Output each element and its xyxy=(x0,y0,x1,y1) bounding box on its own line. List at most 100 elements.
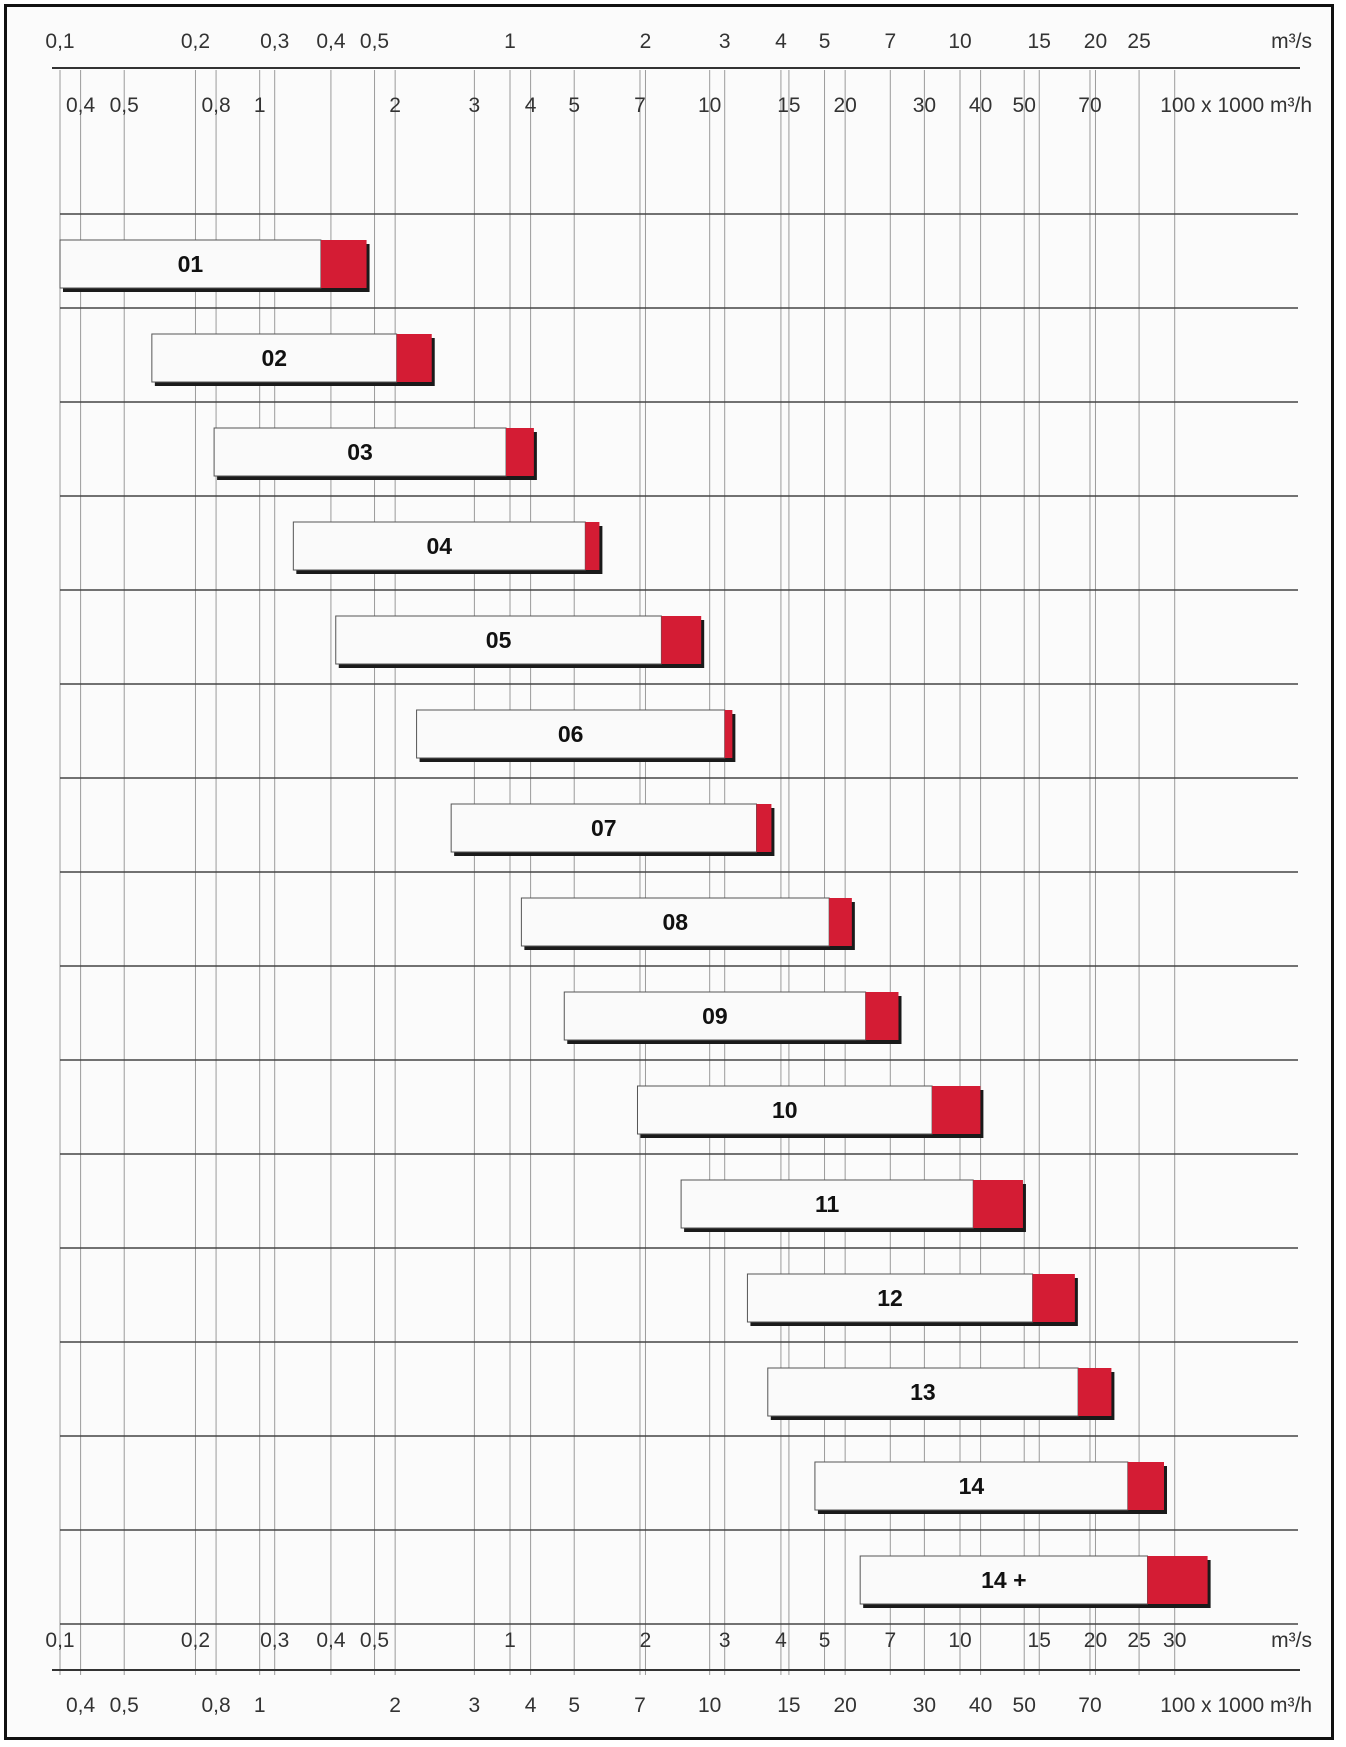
m3h-bottom-tick-label: 0,4 xyxy=(66,1694,96,1717)
bar-max-segment xyxy=(320,240,367,288)
m3s-bottom-tick-label: 5 xyxy=(819,1629,831,1652)
bar-label: 05 xyxy=(486,627,512,653)
grid-layer xyxy=(59,70,1298,1675)
bar-label: 10 xyxy=(772,1097,798,1123)
m3s-bottom-tick-label: 4 xyxy=(775,1629,787,1652)
m3h-top-tick-label: 0,8 xyxy=(201,94,230,117)
bar-white-segment xyxy=(520,897,830,947)
m3h-top-tick-label: 2 xyxy=(389,94,401,117)
range-bar: 14 xyxy=(814,1461,1167,1514)
m3s-bottom-tick-label: 30 xyxy=(1163,1629,1186,1652)
m3h-top-tick-label: 15 xyxy=(777,94,800,117)
m3h-bottom-tick-label: 7 xyxy=(634,1694,646,1717)
m3s-top-tick-label: 20 xyxy=(1084,30,1107,53)
bar-max-segment xyxy=(1078,1368,1112,1416)
range-bar: 11 xyxy=(680,1179,1026,1232)
m3h-top-tick-label: 0,4 xyxy=(66,94,96,117)
bar-white-segment xyxy=(767,1367,1079,1417)
bar-white-segment xyxy=(292,521,586,571)
m3s-bottom-tick-label: 0,1 xyxy=(45,1629,74,1652)
range-bar: 02 xyxy=(151,333,435,386)
range-bar: 09 xyxy=(563,991,902,1044)
bar-max-segment xyxy=(724,710,733,758)
m3s-bottom-tick-label: 10 xyxy=(948,1629,971,1652)
m3s-top-tick-label: 4 xyxy=(775,30,787,53)
m3s-top-tick-label: 0,4 xyxy=(316,30,346,53)
bar-max-segment xyxy=(865,992,899,1040)
unit-m3h-bottom: 100 x 1000 m³/h xyxy=(1160,1694,1312,1717)
bar-white-segment xyxy=(59,239,322,289)
m3s-top-tick-label: 7 xyxy=(884,30,896,53)
m3h-top-tick-label: 70 xyxy=(1078,94,1101,117)
m3s-bottom-tick-label: 20 xyxy=(1084,1629,1107,1652)
m3s-top-tick-label: 0,5 xyxy=(360,30,389,53)
bar-label: 14 + xyxy=(981,1567,1026,1593)
m3h-bottom-tick-label: 4 xyxy=(525,1694,537,1717)
m3h-bottom-tick-label: 10 xyxy=(698,1694,721,1717)
bar-white-segment xyxy=(335,615,662,665)
m3s-top-tick-label: 0,3 xyxy=(260,30,289,53)
bar-white-segment xyxy=(151,333,398,383)
m3s-bottom-tick-label: 3 xyxy=(719,1629,731,1652)
m3s-top-tick-label: 2 xyxy=(640,30,652,53)
range-bar: 10 xyxy=(636,1085,984,1138)
m3h-top-tick-label: 40 xyxy=(969,94,992,117)
bar-white-segment xyxy=(859,1555,1148,1605)
m3s-bottom-tick-label: 1 xyxy=(504,1629,516,1652)
bar-label: 08 xyxy=(662,909,688,935)
m3s-bottom-tick-label: 15 xyxy=(1028,1629,1051,1652)
m3s-top-tick-label: 15 xyxy=(1028,30,1051,53)
bar-white-segment xyxy=(213,427,507,477)
m3h-bottom-tick-label: 0,5 xyxy=(110,1694,139,1717)
bar-label: 03 xyxy=(347,439,373,465)
bar-label: 11 xyxy=(815,1191,840,1217)
range-bar: 08 xyxy=(520,897,855,950)
m3s-bottom-tick-label: 2 xyxy=(640,1629,652,1652)
bar-label: 13 xyxy=(910,1379,936,1405)
bar-max-segment xyxy=(506,428,534,476)
m3s-top-tick-label: 5 xyxy=(819,30,831,53)
bar-white-segment xyxy=(416,709,726,759)
range-bar: 12 xyxy=(746,1273,1078,1326)
bar-max-segment xyxy=(585,522,600,570)
m3s-bottom-tick-label: 0,5 xyxy=(360,1629,389,1652)
bar-white-segment xyxy=(563,991,867,1041)
range-bar: 14 + xyxy=(859,1555,1211,1608)
m3h-bottom-tick-label: 50 xyxy=(1013,1694,1036,1717)
m3s-bottom-tick-label: 25 xyxy=(1127,1629,1150,1652)
unit-m3s-bottom: m³/s xyxy=(1271,1629,1312,1652)
bar-label: 02 xyxy=(261,345,287,371)
m3h-bottom-tick-label: 0,8 xyxy=(201,1694,230,1717)
m3h-top-tick-label: 30 xyxy=(913,94,936,117)
m3h-bottom-tick-label: 15 xyxy=(777,1694,800,1717)
m3h-top-tick-label: 4 xyxy=(525,94,537,117)
bar-max-segment xyxy=(396,334,432,382)
unit-m3h-top: 100 x 1000 m³/h xyxy=(1160,94,1312,117)
m3h-bottom-tick-label: 30 xyxy=(913,1694,936,1717)
bar-label: 14 xyxy=(959,1473,985,1499)
bar-label: 06 xyxy=(558,721,584,747)
m3h-bottom-tick-label: 5 xyxy=(568,1694,580,1717)
m3h-top-tick-label: 10 xyxy=(698,94,721,117)
m3s-top-tick-label: 1 xyxy=(504,30,516,53)
range-bar: 05 xyxy=(335,615,705,668)
bar-white-segment xyxy=(636,1085,933,1135)
m3s-top-tick-label: 0,1 xyxy=(45,30,74,53)
bar-max-segment xyxy=(756,804,772,852)
range-bar: 03 xyxy=(213,427,537,480)
bar-max-segment xyxy=(829,898,852,946)
m3h-bottom-tick-label: 70 xyxy=(1078,1694,1101,1717)
m3h-top-tick-label: 20 xyxy=(833,94,856,117)
m3h-top-tick-label: 7 xyxy=(634,94,646,117)
m3h-top-tick-label: 0,5 xyxy=(110,94,139,117)
m3h-bottom-tick-label: 3 xyxy=(469,1694,481,1717)
m3s-bottom-tick-label: 0,3 xyxy=(260,1629,289,1652)
bar-white-segment xyxy=(680,1179,974,1229)
m3h-top-tick-label: 1 xyxy=(254,94,266,117)
bar-label: 07 xyxy=(591,815,617,841)
bar-max-segment xyxy=(1032,1274,1075,1322)
m3s-top-tick-label: 3 xyxy=(719,30,731,53)
bar-label: 04 xyxy=(427,533,453,559)
bar-white-segment xyxy=(814,1461,1129,1511)
bar-label: 09 xyxy=(702,1003,728,1029)
